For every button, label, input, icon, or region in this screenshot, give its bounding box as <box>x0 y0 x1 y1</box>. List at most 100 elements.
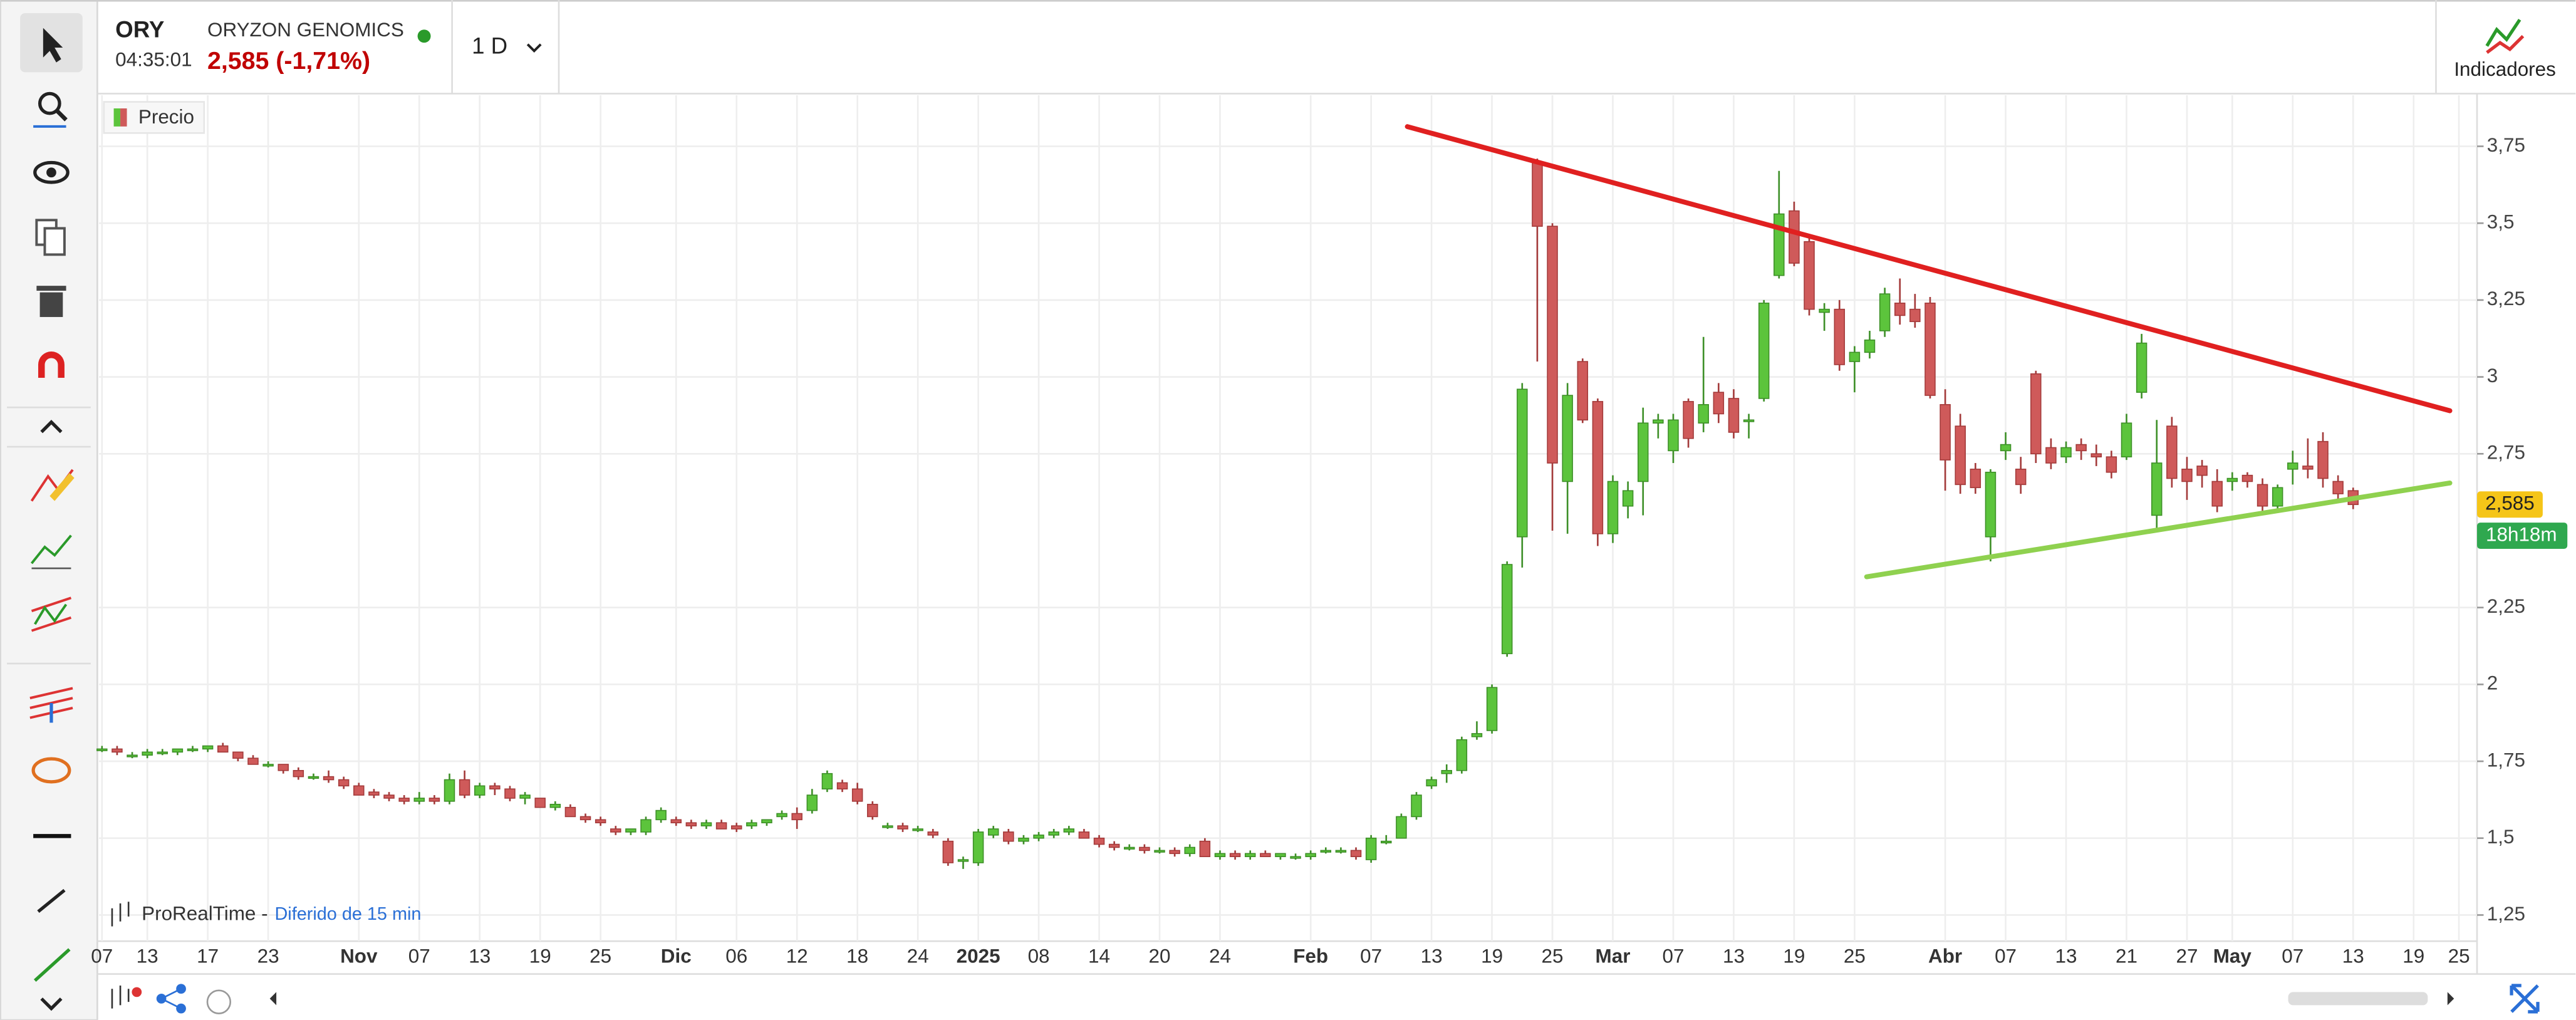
ellipse-icon[interactable] <box>31 757 71 784</box>
legend-swatch-down <box>120 108 127 127</box>
candle-body <box>1774 213 1785 276</box>
x-tick-label: 07 <box>1360 945 1382 967</box>
x-tick-label: Feb <box>1293 945 1328 967</box>
candle-body <box>444 779 455 802</box>
candle-body <box>1381 840 1392 844</box>
candle-body <box>685 822 697 826</box>
candle-body <box>96 748 108 751</box>
scroll-right[interactable] <box>2447 992 2454 1006</box>
candle-body <box>1199 840 1211 857</box>
candle-body <box>1940 403 1951 461</box>
candle-body <box>927 831 938 836</box>
fibo-icon[interactable] <box>29 687 73 723</box>
candle-body <box>142 751 153 756</box>
candle-body <box>1547 226 1558 464</box>
zoom-icon[interactable] <box>33 91 68 128</box>
status-dot <box>417 29 431 43</box>
scroll-left[interactable] <box>269 992 277 1006</box>
indicators-button[interactable]: Indicadores <box>2454 58 2556 80</box>
x-tick-label: 27 <box>2176 945 2198 967</box>
candle-body <box>2106 456 2117 473</box>
candle-body <box>2287 462 2298 470</box>
candle-body <box>836 782 848 790</box>
lines-icon[interactable] <box>30 534 72 570</box>
candle-body <box>912 828 923 831</box>
candle-body <box>1396 816 1407 839</box>
candle-body <box>1789 210 1800 264</box>
candle-body <box>202 745 214 750</box>
collapse-icon[interactable] <box>40 420 63 434</box>
x-tick-label: 25 <box>589 945 611 967</box>
x-tick-label: 07 <box>2282 945 2303 967</box>
candle-body <box>1592 401 1604 534</box>
copy-icon[interactable] <box>35 219 66 256</box>
time: 04:35:01 <box>115 48 192 70</box>
candle-body <box>776 813 787 818</box>
candle-body <box>413 798 425 802</box>
x-tick-label: 07 <box>91 945 113 967</box>
candle-body <box>2090 453 2102 457</box>
x-tick-label: 14 <box>1088 945 1110 967</box>
cursor-icon[interactable] <box>43 28 63 63</box>
candle-body <box>1335 850 1347 853</box>
expand-icon[interactable] <box>40 997 63 1011</box>
candle-body <box>504 788 516 799</box>
dropdown-icon[interactable] <box>526 43 542 53</box>
candle-body <box>1244 853 1256 857</box>
candle-body <box>2317 440 2329 479</box>
candle-body <box>821 773 833 790</box>
bottom-tools[interactable] <box>111 984 232 1014</box>
company: ORYZON GENOMICS <box>207 19 404 41</box>
x-tick-label: 07 <box>408 945 430 967</box>
candle-body <box>1305 853 1316 857</box>
ray-icon[interactable] <box>37 888 66 913</box>
x-tick-label: Mar <box>1596 945 1631 967</box>
candle-body <box>1456 739 1468 771</box>
countdown-label: 18h18m <box>2486 523 2557 545</box>
candle-body <box>1501 564 1513 655</box>
countdown-tag <box>2477 523 2568 549</box>
candle-body <box>1638 422 1649 482</box>
fullscreen-icon[interactable] <box>2510 984 2540 1014</box>
channel-icon[interactable] <box>31 596 72 632</box>
candle-body <box>987 828 999 836</box>
candle-body <box>791 813 802 821</box>
y-tick-label: 3,25 <box>2487 288 2525 310</box>
candle-body <box>882 825 893 828</box>
candle-body <box>1622 490 1634 507</box>
candle-body <box>1350 850 1362 857</box>
candle-body <box>2000 444 2012 452</box>
candle-body <box>368 791 380 796</box>
candle-body <box>1653 419 1664 424</box>
trash-icon[interactable] <box>36 286 66 317</box>
candle-body <box>806 794 818 811</box>
candle-body <box>1048 831 1059 836</box>
candle-body <box>157 751 169 754</box>
draw-tools-icon[interactable] <box>30 469 75 502</box>
candle-body <box>564 806 576 818</box>
brand: ProRealTime - <box>142 903 267 925</box>
candle-body <box>670 819 682 824</box>
candle-body <box>1849 351 1861 362</box>
candle-body <box>2045 447 2057 464</box>
candle-body <box>2151 462 2163 516</box>
candle-body <box>127 754 138 757</box>
candle-body <box>2181 469 2193 482</box>
x-tick-label: 07 <box>1663 945 1685 967</box>
candle-body <box>459 779 470 796</box>
magnet-icon[interactable] <box>38 351 65 378</box>
scrollbar[interactable] <box>2288 992 2428 1006</box>
timeframe[interactable]: 1 D <box>472 33 507 59</box>
candle-body <box>1879 293 1891 331</box>
x-tick-label: 19 <box>1783 945 1805 967</box>
candle-body <box>1562 395 1573 482</box>
eye-icon[interactable] <box>33 160 70 184</box>
candle-body <box>1365 837 1377 860</box>
candle-body <box>1834 308 1846 365</box>
indicators-icon[interactable] <box>2485 19 2525 54</box>
x-tick-label: 19 <box>529 945 551 967</box>
candle-body <box>172 748 184 753</box>
x-tick-label: 23 <box>257 945 279 967</box>
line-icon[interactable] <box>33 948 71 982</box>
